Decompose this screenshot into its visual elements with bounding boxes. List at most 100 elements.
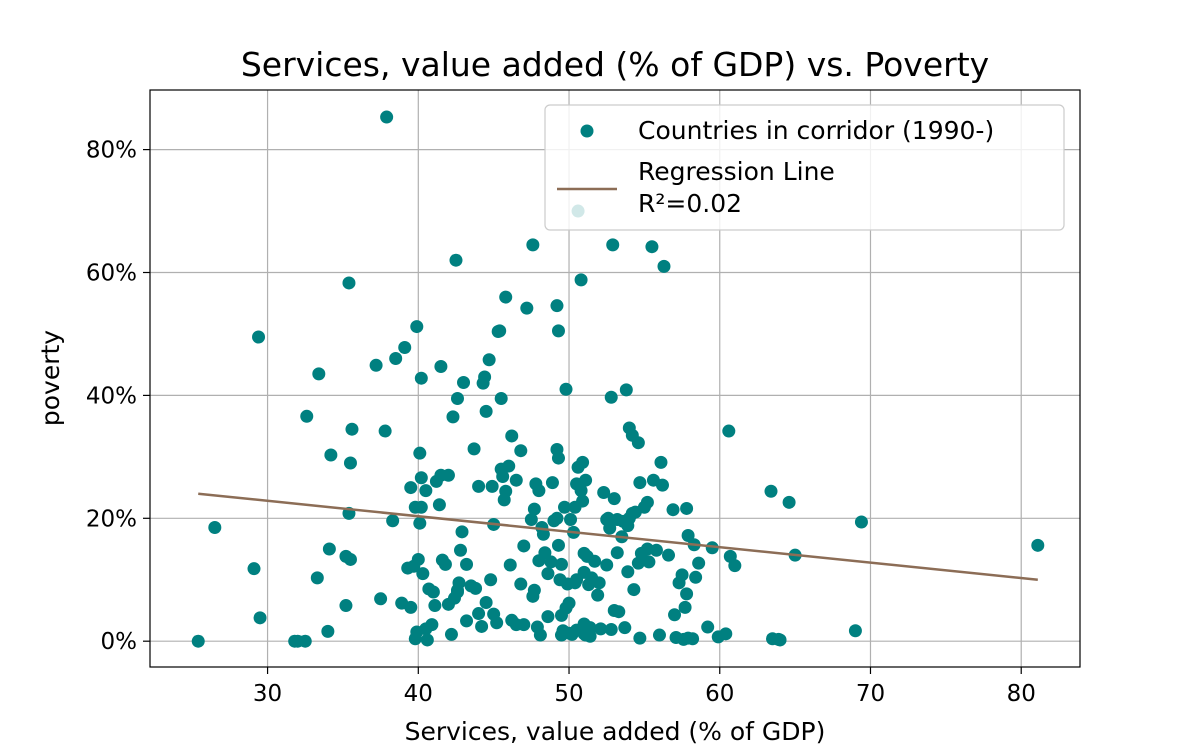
scatter-point (514, 577, 528, 591)
scatter-point (369, 358, 383, 372)
scatter-point (493, 324, 507, 338)
scatter-point (576, 455, 590, 469)
scatter-point (705, 541, 719, 555)
y-tick-label: 20% (86, 506, 137, 532)
scatter-point (520, 301, 534, 315)
scatter-point (499, 290, 513, 304)
scatter-point (619, 383, 633, 397)
scatter-point (425, 618, 439, 632)
scatter-point (502, 459, 516, 473)
scatter-point (526, 238, 540, 252)
scatter-point (689, 570, 703, 584)
scatter-point (469, 581, 483, 595)
regression-line (198, 492, 1038, 581)
scatter-point (208, 521, 222, 535)
scatter-point (588, 554, 602, 568)
scatter-point (378, 424, 392, 438)
scatter-point (322, 542, 336, 556)
scatter-point (550, 299, 564, 313)
y-tick-label: 40% (86, 383, 137, 409)
scatter-point (592, 576, 606, 590)
scatter-point (645, 240, 659, 254)
scatter-point (485, 479, 499, 493)
scatter-point (532, 484, 546, 498)
legend: Countries in corridor (1990-) Regression… (544, 104, 1065, 231)
scatter-point (654, 455, 668, 469)
scatter-point (457, 375, 471, 389)
scatter-point (345, 422, 359, 436)
scatter-point (545, 476, 559, 490)
chart-title: Services, value added (% of GDP) vs. Pov… (241, 45, 989, 84)
scatter-point (1031, 538, 1045, 552)
scatter-point (452, 576, 466, 590)
legend-regression-label: Regression Line (638, 157, 835, 186)
scatter-point (343, 456, 357, 470)
scatter-point (374, 592, 388, 606)
scatter-point (642, 555, 656, 569)
scatter-point (538, 546, 552, 560)
scatter-point (666, 503, 680, 517)
scatter-point (600, 558, 614, 572)
scatter-point (438, 557, 452, 571)
legend-r-squared-label: R²=0.02 (638, 189, 742, 218)
x-axis-label: Services, value added (% of GDP) (405, 717, 826, 746)
scatter-point (574, 273, 588, 287)
x-tick-label: 60 (705, 681, 734, 707)
scatter-point (389, 352, 403, 366)
scatter-point (428, 599, 442, 613)
scatter-point (419, 484, 433, 498)
scatter-point (649, 543, 663, 557)
scatter-point (310, 571, 324, 585)
scatter-point (416, 567, 430, 581)
scatter-point (410, 320, 424, 334)
scatter-point (618, 621, 632, 635)
scatter-point (633, 631, 647, 645)
scatter-point (579, 473, 593, 487)
scatter-point (597, 485, 611, 499)
scatter-point (482, 353, 496, 367)
scatter-point (692, 556, 706, 570)
scatter-point (854, 515, 868, 529)
scatter-point (414, 500, 428, 514)
scatter-point (574, 484, 588, 498)
scatter-point (432, 498, 446, 512)
scatter-point (408, 632, 422, 646)
scatter-point (554, 557, 568, 571)
scatter-point (460, 614, 474, 628)
scatter-point (253, 611, 267, 625)
scatter-point (191, 634, 205, 648)
scatter-point (675, 568, 689, 582)
scatter-point (386, 514, 400, 528)
scatter-point (583, 629, 597, 643)
legend-scatter-marker (580, 124, 594, 138)
scatter-point (426, 585, 440, 599)
x-tick-label: 30 (253, 681, 282, 707)
scatter-point (467, 442, 481, 456)
scatter-point (524, 513, 538, 527)
scatter-point (551, 324, 565, 338)
scatter-point (321, 624, 335, 638)
scatter-point (472, 479, 486, 493)
scatter-point (559, 382, 573, 396)
y-tick-label: 80% (86, 138, 137, 164)
scatter-point (484, 573, 498, 587)
scatter-point (633, 476, 647, 490)
scatter-point (411, 552, 425, 566)
scatter-point (719, 627, 733, 641)
y-tick-label: 60% (86, 261, 137, 287)
scatter-point (536, 527, 550, 541)
scatter-point (420, 633, 434, 647)
scatter-point (728, 559, 742, 573)
scatter-point (450, 391, 464, 405)
scatter-point (722, 424, 736, 438)
scatter-point (594, 622, 608, 636)
scatter-point (343, 552, 357, 566)
plot-frame (149, 89, 1081, 668)
scatter-point (490, 616, 504, 630)
scatter-point (434, 360, 448, 374)
scatter-point (652, 628, 666, 642)
scatter-point (848, 624, 862, 638)
scatter-point (782, 495, 796, 509)
scatter-point (509, 473, 523, 487)
scatter-point (479, 404, 493, 418)
